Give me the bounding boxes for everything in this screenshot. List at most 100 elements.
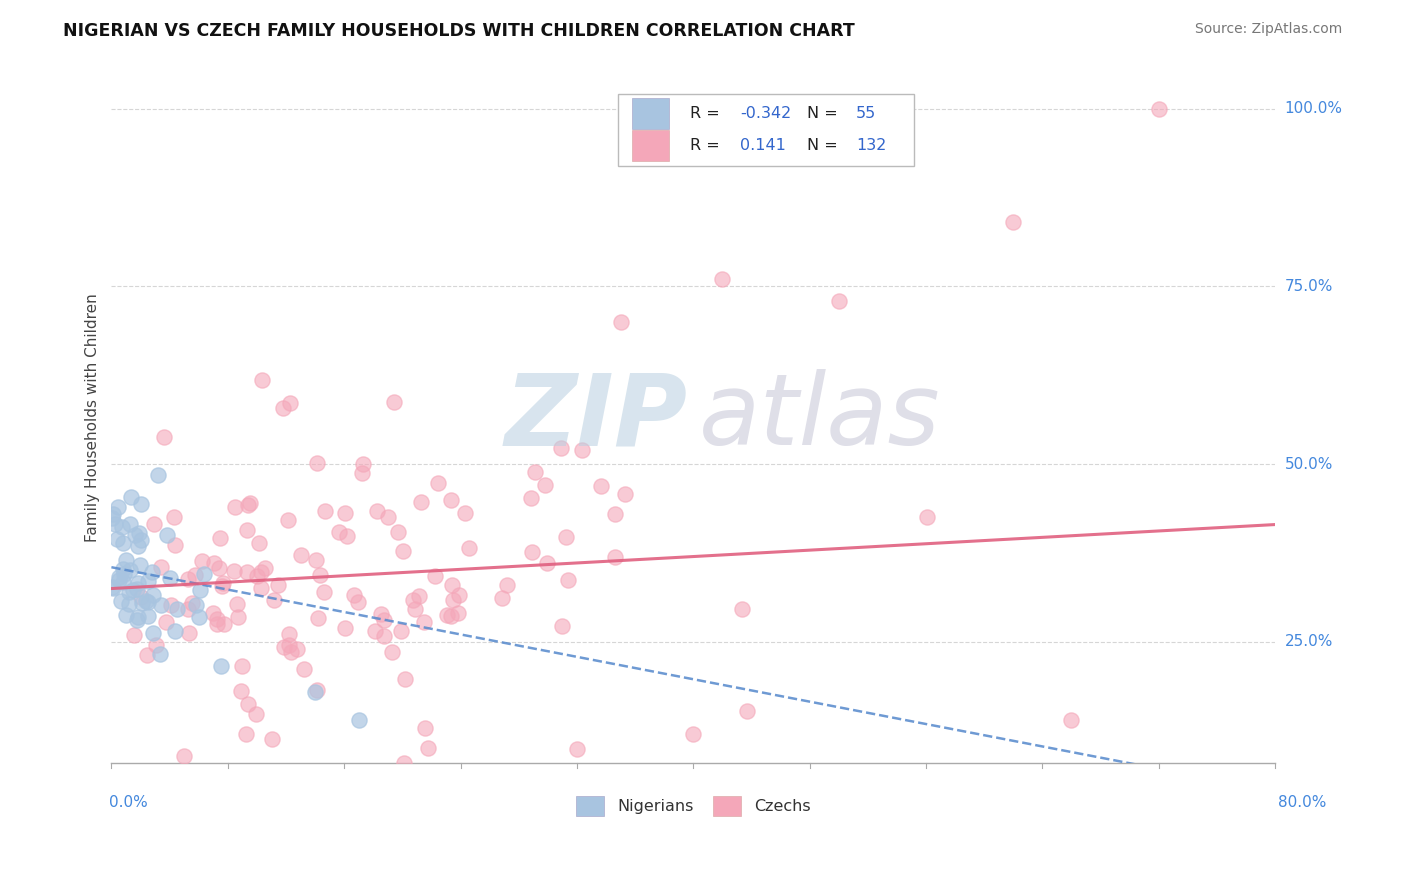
Point	[352, 467, 374, 481]
Point	[408, 589, 430, 603]
Point	[735, 704, 758, 718]
Point	[129, 558, 152, 572]
Point	[136, 595, 159, 609]
Text: N =: N =	[807, 138, 838, 153]
Point	[336, 529, 359, 543]
Point	[1147, 102, 1170, 116]
Legend: Nigerians, Czechs: Nigerians, Czechs	[568, 789, 818, 824]
Point	[280, 396, 302, 410]
Point	[142, 588, 165, 602]
Point	[146, 467, 169, 482]
Point	[346, 595, 368, 609]
Point	[166, 602, 188, 616]
Point	[118, 563, 141, 577]
Point	[550, 441, 572, 455]
Text: R =: R =	[690, 138, 720, 153]
Point	[402, 592, 425, 607]
Text: N =: N =	[807, 106, 838, 121]
Point	[129, 497, 152, 511]
Point	[377, 510, 399, 524]
Point	[427, 476, 450, 491]
Point	[536, 556, 558, 570]
Point	[101, 581, 124, 595]
Point	[266, 578, 288, 592]
Point	[250, 565, 273, 579]
Point	[278, 627, 301, 641]
Point	[253, 561, 276, 575]
Point	[108, 570, 131, 584]
Point	[120, 516, 142, 531]
Point	[236, 565, 259, 579]
Point	[193, 567, 215, 582]
Point	[416, 740, 439, 755]
Point	[387, 525, 409, 540]
Point	[394, 672, 416, 686]
Point	[173, 749, 195, 764]
Point	[205, 612, 228, 626]
Point	[423, 569, 446, 583]
Point	[392, 756, 415, 770]
Point	[114, 553, 136, 567]
Bar	[631, 130, 669, 161]
Point	[411, 495, 433, 509]
Point	[605, 550, 627, 565]
Point	[245, 706, 267, 721]
Point	[236, 498, 259, 512]
Point	[127, 576, 149, 591]
Point	[305, 553, 328, 567]
Point	[447, 588, 470, 602]
Point	[115, 607, 138, 622]
Point	[163, 538, 186, 552]
Point	[104, 516, 127, 531]
Point	[176, 602, 198, 616]
Point	[277, 513, 299, 527]
Point	[609, 315, 631, 329]
Point	[305, 682, 328, 697]
Point	[731, 602, 754, 616]
Text: 0.0%: 0.0%	[108, 795, 148, 810]
Point	[262, 732, 284, 747]
Point	[125, 582, 148, 596]
Point	[366, 504, 388, 518]
Point	[292, 662, 315, 676]
Text: -0.342: -0.342	[740, 106, 792, 121]
Point	[373, 629, 395, 643]
Point	[224, 564, 246, 578]
Point	[150, 599, 173, 613]
Point	[263, 592, 285, 607]
Point	[522, 545, 544, 559]
Point	[184, 567, 207, 582]
Point	[413, 615, 436, 629]
Point	[108, 574, 131, 588]
Point	[1002, 215, 1025, 229]
Point	[534, 478, 557, 492]
Point	[443, 592, 465, 607]
Point	[557, 574, 579, 588]
Text: 100.0%: 100.0%	[1285, 101, 1343, 116]
Y-axis label: Family Households with Children: Family Households with Children	[86, 293, 100, 542]
Point	[225, 597, 247, 611]
Point	[381, 645, 404, 659]
Point	[235, 727, 257, 741]
Point	[211, 576, 233, 591]
Point	[149, 647, 172, 661]
Point	[100, 580, 122, 594]
Point	[156, 528, 179, 542]
Point	[163, 510, 186, 524]
Point	[127, 613, 149, 627]
Point	[370, 607, 392, 621]
Point	[187, 610, 209, 624]
Point	[138, 609, 160, 624]
Point	[191, 554, 214, 568]
Point	[246, 569, 269, 583]
Point	[136, 574, 159, 588]
Point	[290, 549, 312, 563]
Point	[440, 492, 463, 507]
Point	[314, 504, 336, 518]
Point	[458, 541, 481, 556]
Point	[231, 659, 253, 673]
Point	[389, 624, 412, 638]
Point	[202, 606, 225, 620]
Point	[682, 727, 704, 741]
Point	[495, 578, 517, 592]
